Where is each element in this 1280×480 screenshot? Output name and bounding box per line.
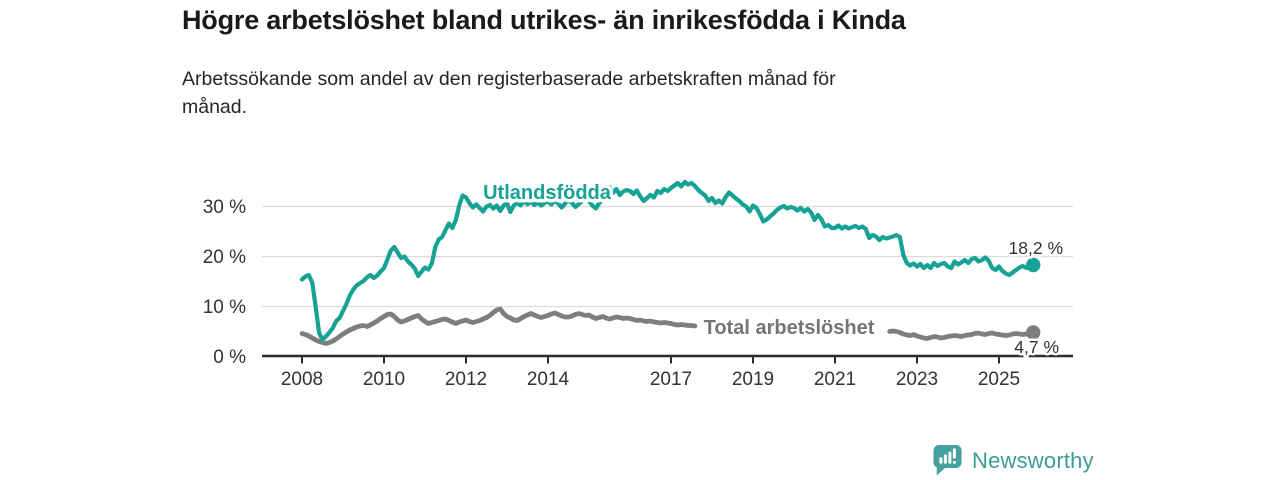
x-axis-tick-label: 2025 xyxy=(978,369,1020,390)
x-axis-tick-label: 2021 xyxy=(814,369,856,390)
grid-layer: 0 % 10 % 20 % 30 % 2008 2010 2012 2014 2017 2019 2… xyxy=(203,197,1073,390)
y-axis-tick-label: 0 % xyxy=(213,347,246,368)
y-axis-tick-label: 10 % xyxy=(203,297,246,318)
x-axis-tick-label: 2012 xyxy=(445,369,487,390)
series-label-utlandsfodda: Utlandsfödda xyxy=(483,182,612,204)
series-end-dot-1 xyxy=(1026,325,1041,340)
newsworthy-wordmark: Newsworthy xyxy=(972,447,1094,473)
series-layer xyxy=(299,179,1041,346)
series-end-dot-0 xyxy=(1026,257,1041,273)
x-axis-tick-label: 2019 xyxy=(732,369,774,390)
x-axis-tick-label: 2017 xyxy=(650,369,692,390)
newsworthy-logo[interactable]: Newsworthy xyxy=(933,444,1094,477)
y-axis-tick-label: 30 % xyxy=(203,197,246,218)
chart-subtitle: Arbetssökande som andel av den registerb… xyxy=(182,66,836,121)
x-axis-tick-label: 2014 xyxy=(527,369,570,390)
y-axis-tick-label: 20 % xyxy=(203,247,246,268)
series-label-total-arbetsloshet: Total arbetslöshet xyxy=(704,317,875,339)
page-title: Högre arbetslöshet bland utrikes- än inr… xyxy=(182,5,906,35)
x-axis-tick-label: 2008 xyxy=(281,369,323,390)
x-axis-tick-label: 2023 xyxy=(896,369,938,390)
label-layer: Utlandsfödda Total arbetslöshet 18,2 % 4… xyxy=(480,179,1066,360)
subtitle-line-2: månad. xyxy=(182,95,248,118)
series-line-1 xyxy=(299,306,698,346)
end-value-label-utlandsfodda: 18,2 % xyxy=(1009,238,1063,258)
subtitle-line-1: Arbetssökande som andel av den registerb… xyxy=(182,68,836,90)
series-line-1 xyxy=(887,328,1036,341)
bar-chart-speech-bubble-icon xyxy=(933,445,962,476)
end-value-label-total: 4,7 % xyxy=(1014,337,1059,357)
series-line-0 xyxy=(299,179,1036,342)
x-axis-tick-label: 2010 xyxy=(363,369,405,390)
